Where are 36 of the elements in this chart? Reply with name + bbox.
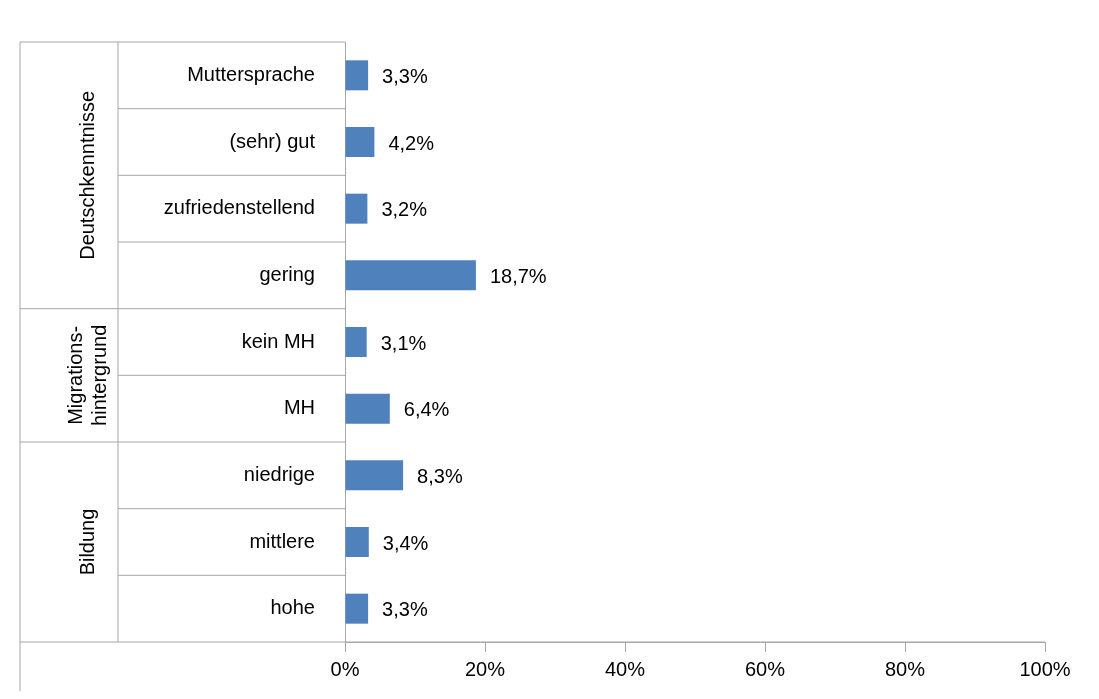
bar (345, 260, 476, 291)
y-tick-label: niedrige (243, 462, 315, 485)
x-tick-label: 100% (1019, 657, 1071, 680)
data-label: 3,4% (382, 531, 429, 554)
bar (345, 193, 368, 224)
data-label: 3,3% (382, 598, 428, 621)
bar (345, 127, 375, 157)
data-label: 3,1% (380, 331, 427, 354)
bar (345, 393, 390, 424)
bar (345, 460, 404, 491)
x-tick-label: 40% (604, 657, 646, 680)
data-label: 3,2% (381, 198, 428, 221)
x-tick-label: 20% (464, 657, 506, 680)
x-tick-label: 60% (744, 657, 786, 680)
bar (345, 593, 369, 624)
y-tick-label: Muttersprache (187, 62, 315, 85)
y-tick-label: gering (259, 262, 315, 285)
y-tick-label: hohe (270, 596, 315, 619)
y-tick-label: zufriedenstellend (163, 196, 315, 219)
data-label: 18,7% (489, 264, 547, 287)
data-label: 6,4% (403, 398, 450, 421)
y-tick-label: mittlere (249, 529, 315, 552)
bar (345, 327, 367, 357)
text: Deutschkenntnisse (75, 90, 98, 260)
data-label: 8,3% (417, 464, 463, 487)
text: Bildung (75, 508, 98, 576)
data-label: 4,2% (388, 131, 435, 154)
bar (345, 60, 369, 91)
y-tick-label: kein MH (241, 329, 315, 352)
x-tick-label: 80% (884, 657, 926, 680)
x-tick-label: 0% (330, 657, 360, 680)
y-tick-label: (sehr) gut (229, 129, 316, 152)
text: Migrations-hintergrund (63, 324, 110, 426)
bar (345, 527, 369, 557)
data-label: 3,3% (382, 64, 428, 87)
y-tick-label: MH (283, 396, 315, 419)
